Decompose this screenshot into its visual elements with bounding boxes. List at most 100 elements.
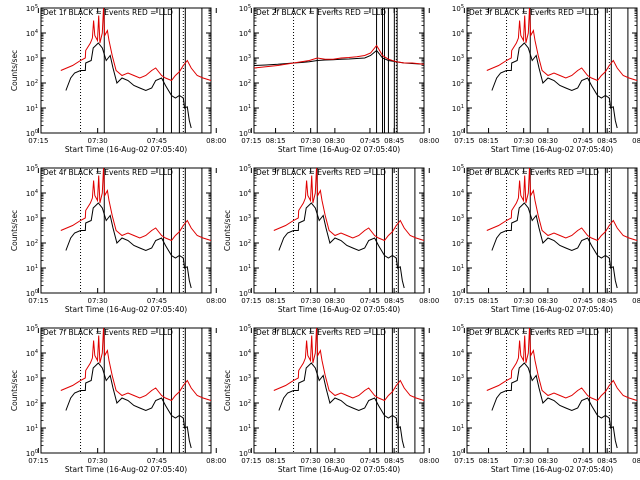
y-tick-label: 103: [239, 214, 251, 223]
y-tick-label: 105: [452, 324, 464, 333]
plot-frame: [40, 7, 212, 134]
x-tick-label: 07:15: [28, 457, 48, 465]
x-tick-label: 08:45: [597, 457, 617, 465]
x-axis-label: Start Time (16-Aug-02 07:05:40): [491, 145, 613, 154]
x-tick-label: 07:45: [360, 297, 380, 305]
x-tick-label: 08:15: [478, 137, 498, 145]
x-tick-label: 07:45: [573, 457, 593, 465]
lld-series-line: [273, 327, 425, 402]
y-tick-label: 102: [239, 239, 251, 248]
x-tick-label: 08:15: [478, 457, 498, 465]
y-tick-label: 103: [239, 374, 251, 383]
chart-panel: 100 101 102 103 104 105 07:15 07:30 07:45 08:00 08…: [452, 324, 640, 474]
y-axis-label: Counts/sec: [10, 50, 19, 91]
lld-series-line: [253, 44, 425, 69]
y-tick-label: 100: [239, 289, 251, 298]
panel-title: Det 8f BLACK = Events RED = LLD: [256, 328, 386, 337]
y-tick-label: 103: [26, 374, 38, 383]
y-axis-label: Counts/sec: [10, 210, 19, 251]
x-tick-label: 08:30: [538, 137, 558, 145]
plot-frame: [253, 7, 425, 134]
x-tick-label: 07:15: [454, 297, 474, 305]
y-tick-label: 101: [26, 104, 38, 113]
lld-series-line: [486, 167, 638, 242]
x-axis-label: Start Time (16-Aug-02 07:05:40): [278, 465, 400, 474]
y-tick-label: 104: [452, 29, 464, 38]
y-tick-label: 105: [26, 164, 38, 173]
x-tick-label: 08:45: [384, 457, 404, 465]
y-tick-label: 105: [26, 324, 38, 333]
plot-frame: [40, 327, 212, 454]
x-axis-label: Start Time (16-Aug-02 07:05:40): [278, 145, 400, 154]
x-tick-label: 07:45: [573, 137, 593, 145]
plot-frame: [466, 167, 638, 294]
x-tick-label: 08:45: [597, 137, 617, 145]
x-tick-label: 07:15: [28, 297, 48, 305]
lld-series-line: [60, 7, 212, 82]
panel-title: Det 9f BLACK = Events RED = LLD: [469, 328, 599, 337]
y-tick-label: 103: [26, 54, 38, 63]
chart-panel: 100 101 102 103 104 105 07:15 07:30 07:45 08:00 08…: [10, 164, 404, 314]
x-tick-label: 07:15: [454, 137, 474, 145]
y-tick-label: 104: [239, 29, 251, 38]
chart-panel: 100 101 102 103 104 105 07:15 07:30 07:45 08:00 08…: [10, 324, 404, 474]
events-series-line: [491, 202, 618, 289]
y-tick-label: 103: [452, 374, 464, 383]
x-tick-label: 07:30: [301, 137, 321, 145]
x-axis-label: Start Time (16-Aug-02 07:05:40): [65, 305, 187, 314]
events-series-line: [491, 362, 618, 449]
y-tick-label: 100: [26, 449, 38, 458]
y-tick-label: 105: [239, 4, 251, 13]
events-series-line: [278, 362, 405, 449]
lld-series-line: [486, 327, 638, 402]
y-tick-label: 100: [26, 289, 38, 298]
x-axis-label: Start Time (16-Aug-02 07:05:40): [491, 305, 613, 314]
y-tick-label: 101: [452, 424, 464, 433]
lld-series-line: [60, 167, 212, 242]
x-tick-label: 07:45: [360, 457, 380, 465]
x-tick-label: 08:00: [206, 297, 226, 305]
y-tick-label: 100: [452, 289, 464, 298]
y-tick-label: 100: [239, 129, 251, 138]
lld-series-line: [486, 7, 638, 82]
x-tick-label: 07:30: [88, 457, 108, 465]
x-tick-label: 07:15: [454, 457, 474, 465]
events-series-line: [65, 202, 192, 289]
y-tick-label: 101: [452, 264, 464, 273]
x-axis-label: Start Time (16-Aug-02 07:05:40): [65, 465, 187, 474]
x-tick-label: 07:30: [301, 297, 321, 305]
y-tick-label: 104: [452, 189, 464, 198]
x-tick-label: 07:30: [514, 457, 534, 465]
x-tick-label: 08:00: [206, 457, 226, 465]
x-tick-label: 08:30: [538, 297, 558, 305]
x-tick-label: 07:45: [147, 137, 167, 145]
y-tick-label: 101: [26, 424, 38, 433]
y-tick-label: 103: [452, 54, 464, 63]
events-series-line: [491, 42, 618, 129]
y-tick-label: 101: [239, 424, 251, 433]
y-axis-label: Counts/sec: [10, 370, 19, 411]
x-tick-label: 07:15: [241, 297, 261, 305]
y-tick-label: 104: [26, 189, 38, 198]
y-tick-label: 102: [452, 399, 464, 408]
plot-frame: [466, 7, 638, 134]
y-axis-label: Counts/sec: [223, 210, 232, 251]
x-tick-label: 07:45: [573, 297, 593, 305]
y-tick-label: 101: [452, 104, 464, 113]
chart-panel: 100 101 102 103 104 105 07:15 07:30 07:45 08:00 08…: [223, 164, 617, 314]
x-axis-label: Start Time (16-Aug-02 07:05:40): [278, 305, 400, 314]
x-tick-label: 08:30: [538, 457, 558, 465]
plot-frame: [253, 167, 425, 294]
x-tick-label: 07:45: [360, 137, 380, 145]
x-tick-label: 07:15: [241, 137, 261, 145]
panel-title: Det 7f BLACK = Events RED = LLD: [43, 328, 173, 337]
y-tick-label: 104: [239, 189, 251, 198]
y-tick-label: 101: [239, 264, 251, 273]
events-series-line: [65, 362, 192, 449]
x-tick-label: 08:00: [419, 137, 439, 145]
panel-title: Det 2f BLACK = Events RED = LLD: [256, 8, 386, 17]
y-tick-label: 102: [452, 239, 464, 248]
x-tick-label: 07:30: [514, 137, 534, 145]
x-tick-label: 08:30: [325, 137, 345, 145]
events-series-line: [65, 42, 192, 129]
